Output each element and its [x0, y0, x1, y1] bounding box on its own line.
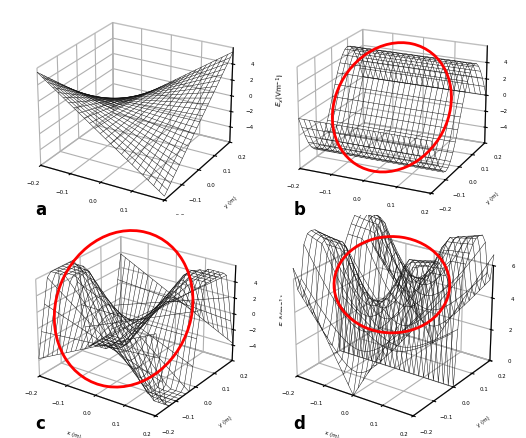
Y-axis label: y (m): y (m) [476, 415, 491, 427]
Text: a: a [36, 201, 47, 219]
X-axis label: x (m): x (m) [74, 219, 89, 227]
X-axis label: x (m): x (m) [66, 430, 82, 438]
Y-axis label: y (m): y (m) [218, 415, 234, 427]
Y-axis label: y (m): y (m) [224, 196, 238, 209]
Text: d: d [294, 415, 305, 433]
X-axis label: x (m): x (m) [340, 217, 355, 225]
Y-axis label: y (m): y (m) [485, 191, 500, 205]
Text: c: c [36, 415, 45, 433]
X-axis label: x (m): x (m) [323, 430, 339, 438]
Text: b: b [294, 201, 305, 219]
